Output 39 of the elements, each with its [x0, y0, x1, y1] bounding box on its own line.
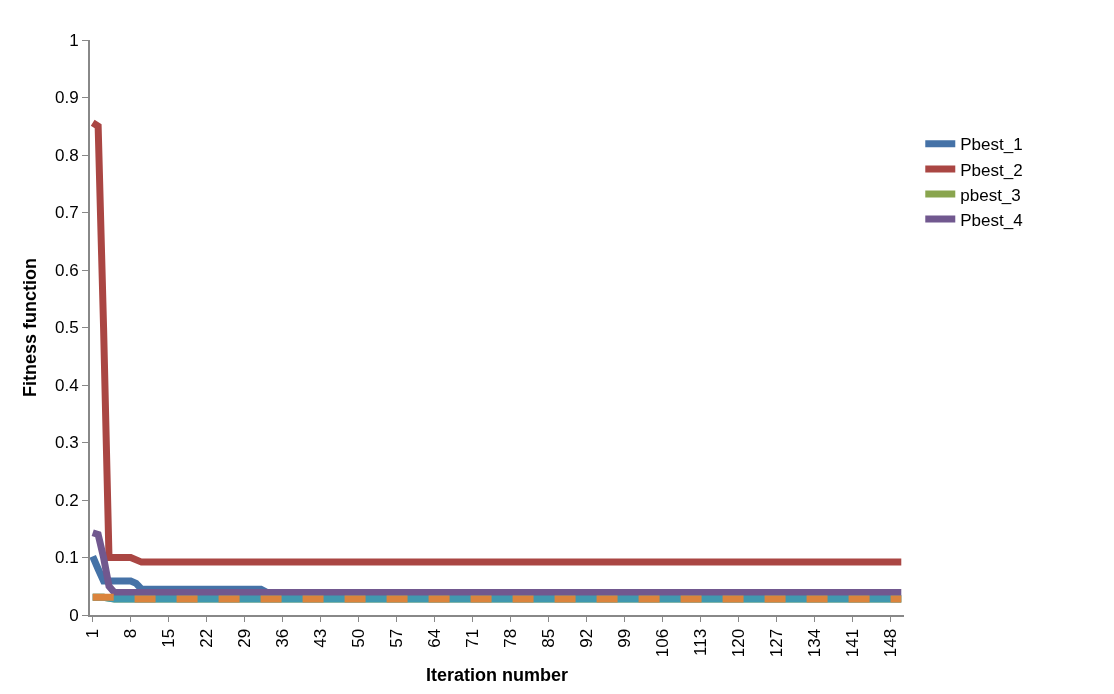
y-tick-label: 1: [69, 30, 79, 50]
x-axis-title: Iteration number: [425, 664, 569, 685]
legend-label: pbest_3: [960, 185, 1021, 205]
x-tick-label: 106: [653, 628, 673, 658]
x-tick-label: 22: [197, 628, 217, 648]
x-tick-label: 8: [121, 628, 141, 639]
x-tick-label: 50: [349, 628, 369, 648]
y-tick-label: 0.2: [54, 490, 79, 510]
legend-label: Pbest_2: [960, 160, 1023, 180]
y-tick-label: 0.8: [54, 145, 79, 165]
x-tick-label: 64: [425, 628, 445, 648]
x-tick-label: 85: [539, 628, 559, 648]
x-tick-label: 29: [235, 628, 255, 648]
y-tick-label: 0.3: [54, 433, 79, 453]
x-tick-label: 141: [842, 628, 862, 658]
y-tick-label: 0.9: [54, 88, 79, 108]
x-tick-label: 127: [766, 628, 786, 658]
x-tick-label: 1: [83, 628, 103, 639]
legend-label: Pbest_1: [960, 135, 1023, 155]
x-tick-label: 71: [463, 628, 483, 648]
x-tick-label: 78: [501, 628, 521, 648]
x-tick-label: 113: [691, 628, 711, 656]
x-tick-label: 148: [880, 628, 900, 658]
y-tick-label: 0.5: [54, 318, 79, 338]
x-tick-label: 57: [387, 628, 407, 648]
y-tick-label: 0.6: [54, 260, 79, 280]
y-tick-label: 0.4: [54, 375, 79, 395]
x-tick-label: 92: [577, 628, 597, 648]
x-tick-label: 134: [804, 628, 824, 658]
y-tick-label: 0.1: [54, 548, 79, 568]
y-axis-title: Fitness function: [19, 258, 40, 397]
x-tick-label: 15: [159, 628, 179, 648]
x-tick-label: 120: [729, 628, 749, 658]
legend-label: Pbest_4: [960, 210, 1023, 230]
x-tick-label: 99: [615, 628, 635, 648]
y-tick-label: 0: [69, 605, 79, 625]
x-tick-label: 36: [273, 628, 293, 648]
y-tick-label: 0.7: [54, 203, 79, 223]
x-tick-label: 43: [311, 628, 331, 648]
